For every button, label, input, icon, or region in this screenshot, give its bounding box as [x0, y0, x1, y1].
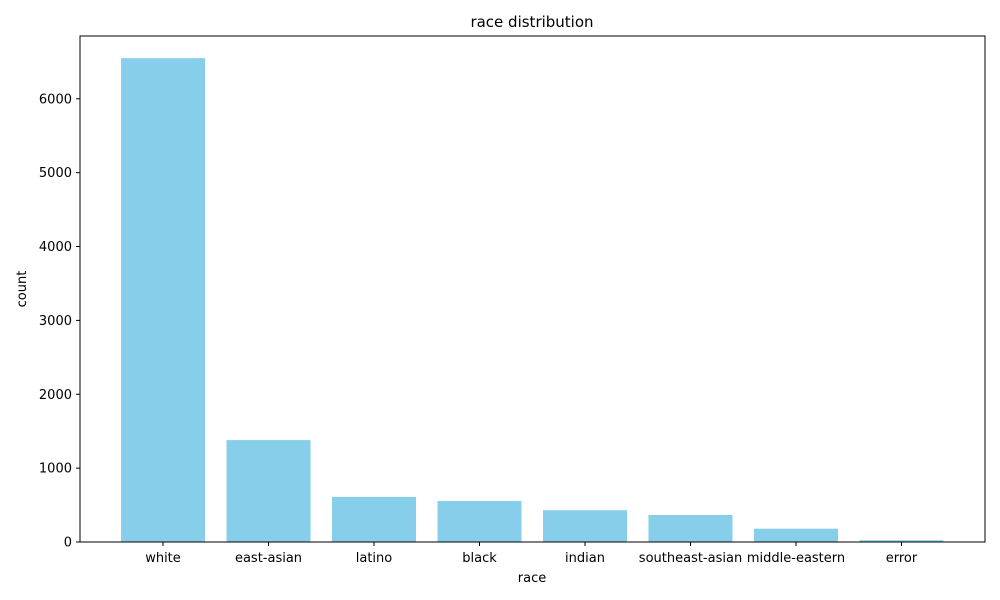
x-tick-label: indian [565, 551, 605, 566]
bar-southeast-asian [648, 515, 733, 542]
x-tick-label: latino [356, 551, 393, 566]
bar-black [437, 501, 522, 542]
y-tick-label: 3000 [39, 314, 72, 329]
y-tick-label: 0 [64, 536, 72, 551]
x-tick-label: error [886, 551, 918, 566]
bar-east-asian [226, 440, 311, 542]
y-tick-label: 6000 [39, 92, 72, 107]
x-axis-ticks: white east-asian latino black indian southeas… [145, 542, 918, 566]
x-tick-label: southeast-asian [639, 551, 742, 566]
x-tick-label: black [462, 551, 497, 566]
bar-white [121, 58, 205, 542]
plot-background [80, 36, 985, 542]
x-tick-label: east-asian [235, 551, 302, 566]
y-tick-label: 4000 [39, 240, 72, 255]
bar-middle-eastern [754, 528, 838, 542]
y-axis-label: count [15, 271, 30, 308]
plot-frame [79, 35, 986, 543]
chart-title: race distribution [470, 13, 593, 31]
bar-error [859, 540, 944, 542]
x-tick-label: white [145, 551, 181, 566]
bar-latino [332, 496, 416, 542]
x-axis-label: race [518, 571, 546, 586]
bar-indian [543, 510, 627, 542]
bars-group [121, 58, 944, 542]
x-tick-label: middle-eastern [747, 551, 845, 566]
y-tick-label: 2000 [39, 388, 72, 403]
y-tick-label: 5000 [39, 166, 72, 181]
y-axis-ticks: 0 1000 2000 3000 4000 5000 6000 [39, 92, 80, 551]
y-tick-label: 1000 [39, 462, 72, 477]
